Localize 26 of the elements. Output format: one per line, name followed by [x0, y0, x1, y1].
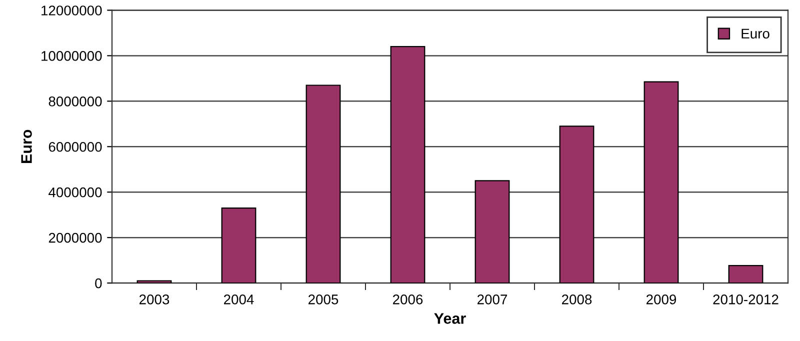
y-tick-label: 10000000: [42, 51, 102, 61]
x-axis-title: Year: [434, 313, 466, 324]
legend-label: Euro: [742, 28, 770, 39]
y-tick-label: 6000000: [48, 142, 102, 152]
x-tick-label: 2004: [224, 294, 254, 304]
bar: [474, 180, 510, 284]
x-tick-label: 2008: [562, 294, 592, 304]
x-tick-label: 2005: [308, 294, 338, 304]
bar: [136, 280, 172, 284]
y-tick-label: 12000000: [42, 6, 102, 16]
bar: [306, 84, 341, 284]
y-tick-label: 0: [95, 278, 102, 288]
x-tick-label: 2006: [393, 294, 423, 304]
y-tick-label: 4000000: [48, 187, 102, 198]
bar: [728, 264, 764, 284]
bar: [559, 126, 594, 284]
x-tick-label: 2007: [478, 294, 508, 304]
bar: [221, 207, 256, 284]
x-tick-label: 2009: [646, 294, 676, 304]
bar: [390, 46, 426, 284]
y-axis-title: Euro: [21, 130, 32, 164]
y-tick-label: 2000000: [48, 232, 102, 243]
y-tick-label: 8000000: [48, 96, 102, 106]
bar: [644, 81, 679, 284]
x-tick-label: 2010-2012: [713, 294, 778, 304]
x-tick-label: 2003: [140, 294, 170, 304]
